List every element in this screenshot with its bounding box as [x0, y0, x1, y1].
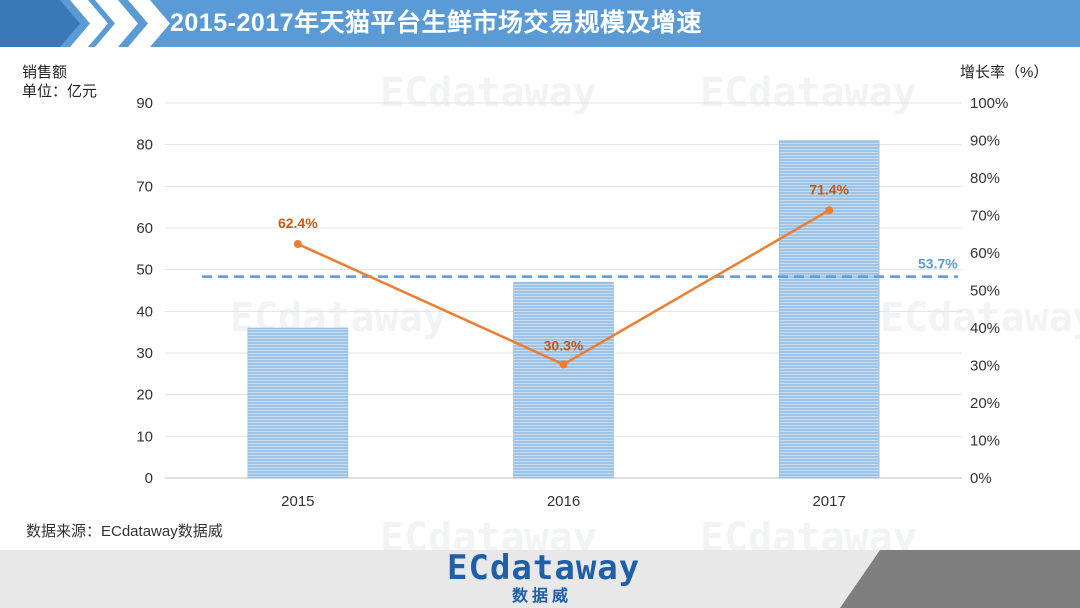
right-tick-label: 30%	[970, 358, 1000, 375]
right-tick-label: 50%	[970, 283, 1000, 300]
average-label: 53.7%	[918, 256, 958, 272]
title-bar: 2015-2017年天猫平台生鲜市场交易规模及增速	[0, 0, 1080, 47]
left-axis-unit: 单位：亿元	[22, 83, 98, 100]
right-tick-label: 80%	[970, 170, 1000, 187]
page-title: 2015-2017年天猫平台生鲜市场交易规模及增速	[170, 9, 703, 37]
right-axis-title: 增长率（%）	[960, 64, 1049, 81]
right-tick-label: 20%	[970, 395, 1000, 412]
left-tick-label: 50	[136, 262, 153, 279]
bar	[247, 327, 349, 479]
growth-label: 71.4%	[809, 181, 849, 197]
data-source: 数据来源：ECdataway数据威	[26, 523, 223, 540]
watermark: ECdataway	[880, 295, 1080, 341]
brand-logo-text: ECdataway	[447, 548, 641, 588]
right-tick-label: 10%	[970, 433, 1000, 450]
x-tick-label: 2017	[812, 493, 845, 510]
x-tick-label: 2016	[547, 493, 580, 510]
x-tick-label: 2015	[281, 493, 314, 510]
left-tick-label: 30	[136, 345, 153, 362]
right-tick-label: 60%	[970, 245, 1000, 262]
right-tick-label: 100%	[970, 95, 1008, 112]
growth-point	[825, 206, 834, 215]
left-tick-label: 60	[136, 220, 153, 237]
growth-point	[293, 240, 302, 248]
bar	[778, 140, 880, 479]
watermark: ECdataway	[700, 70, 917, 116]
left-tick-label: 20	[136, 387, 153, 404]
left-tick-label: 80	[136, 137, 153, 154]
left-tick-label: 40	[136, 303, 153, 320]
growth-label: 30.3%	[544, 337, 584, 353]
growth-point	[559, 360, 568, 369]
left-tick-label: 90	[136, 95, 153, 112]
watermark: ECdataway	[380, 70, 597, 116]
left-axis-title: 销售额	[22, 64, 68, 81]
right-tick-label: 90%	[970, 133, 1000, 150]
right-tick-label: 40%	[970, 320, 1000, 337]
brand-logo: ECdataway 数据威	[447, 548, 641, 606]
left-tick-label: 70	[136, 178, 153, 195]
bar	[513, 281, 614, 479]
left-tick-label: 10	[136, 428, 153, 445]
footer-decoration	[840, 550, 1080, 608]
right-tick-label: 0%	[970, 470, 992, 487]
right-tick-label: 70%	[970, 208, 1000, 225]
left-tick-label: 0	[145, 470, 153, 487]
chevron-icon	[0, 0, 170, 47]
brand-logo-subtext: 数据威	[511, 588, 572, 605]
growth-label: 62.4%	[278, 215, 318, 231]
